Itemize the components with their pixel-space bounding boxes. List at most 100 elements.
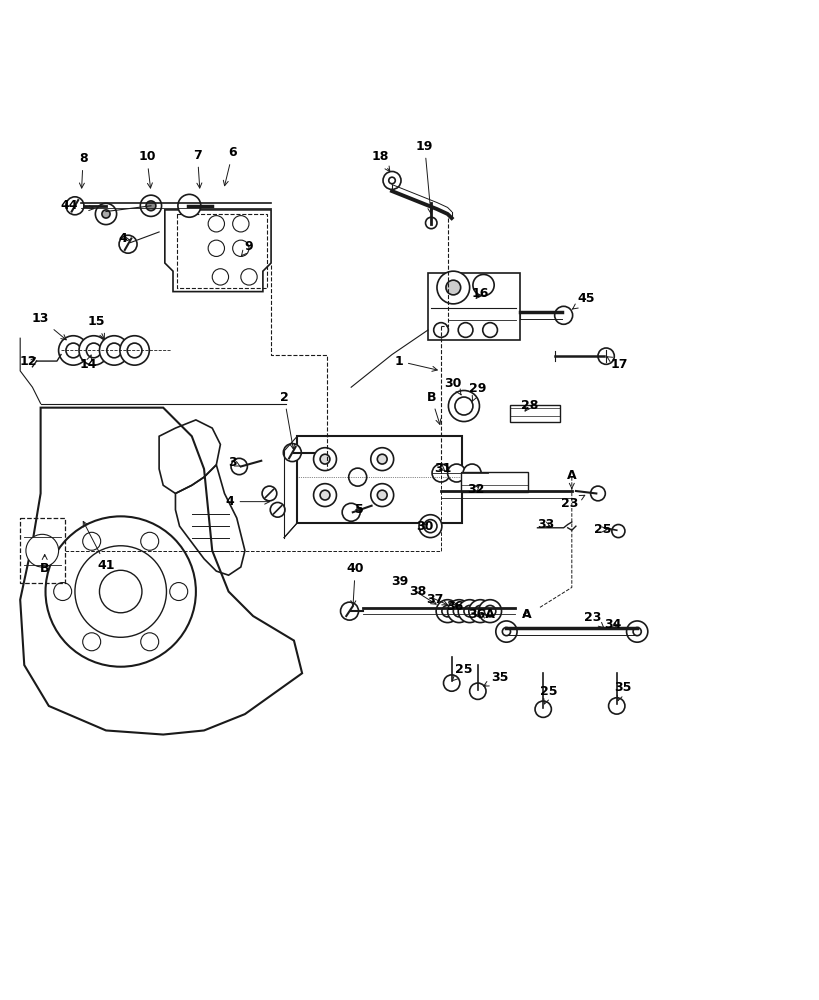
Circle shape <box>590 486 604 501</box>
Circle shape <box>554 306 572 324</box>
Text: 13: 13 <box>32 312 66 340</box>
Bar <box>461 472 528 492</box>
Circle shape <box>140 195 161 216</box>
Text: 10: 10 <box>138 150 156 188</box>
Circle shape <box>283 444 301 462</box>
Text: 34: 34 <box>604 618 621 631</box>
Circle shape <box>423 520 437 533</box>
Circle shape <box>425 217 437 229</box>
Circle shape <box>313 484 336 507</box>
Circle shape <box>120 336 149 365</box>
Circle shape <box>597 348 613 364</box>
Text: 4: 4 <box>118 232 129 245</box>
Circle shape <box>262 486 277 501</box>
Bar <box>296 436 462 523</box>
Text: 16: 16 <box>471 287 488 300</box>
Circle shape <box>469 683 486 699</box>
Circle shape <box>46 516 196 667</box>
Circle shape <box>141 532 159 550</box>
Circle shape <box>463 464 481 482</box>
Circle shape <box>106 343 121 358</box>
Text: 37: 37 <box>425 593 457 607</box>
Circle shape <box>447 600 470 623</box>
Circle shape <box>342 503 360 521</box>
Circle shape <box>99 336 129 365</box>
Circle shape <box>231 458 247 475</box>
Circle shape <box>233 216 249 232</box>
Circle shape <box>534 701 550 717</box>
Text: 9: 9 <box>242 240 253 256</box>
Circle shape <box>75 546 166 637</box>
Text: 36A: 36A <box>468 608 495 621</box>
Text: 5: 5 <box>355 503 364 516</box>
Text: 35: 35 <box>483 671 508 686</box>
Text: 38: 38 <box>409 585 447 605</box>
Text: 4: 4 <box>225 495 269 508</box>
Circle shape <box>458 323 473 337</box>
Circle shape <box>495 621 517 642</box>
Circle shape <box>66 197 84 215</box>
Text: B: B <box>426 391 441 424</box>
Circle shape <box>58 336 88 365</box>
Circle shape <box>436 600 459 623</box>
Circle shape <box>482 323 497 337</box>
Text: 25: 25 <box>452 663 472 681</box>
Circle shape <box>99 570 142 613</box>
Circle shape <box>127 343 142 358</box>
Text: 12: 12 <box>20 355 37 368</box>
Text: 32: 32 <box>466 483 483 496</box>
Circle shape <box>83 532 101 550</box>
Text: 7: 7 <box>193 149 201 188</box>
Circle shape <box>178 194 201 217</box>
Circle shape <box>388 177 395 184</box>
Circle shape <box>241 269 257 285</box>
Text: 25: 25 <box>540 685 557 704</box>
Circle shape <box>448 390 479 422</box>
Text: A: A <box>566 469 576 488</box>
Text: 28: 28 <box>520 399 537 412</box>
Circle shape <box>53 583 71 601</box>
Text: A: A <box>522 608 531 621</box>
Text: 36: 36 <box>446 600 463 613</box>
Circle shape <box>464 605 475 617</box>
Circle shape <box>212 269 229 285</box>
Text: 45: 45 <box>572 292 595 309</box>
Circle shape <box>626 621 647 642</box>
Circle shape <box>608 698 624 714</box>
Circle shape <box>377 490 387 500</box>
Circle shape <box>95 203 116 225</box>
Text: 8: 8 <box>79 152 88 188</box>
Circle shape <box>370 484 393 507</box>
Circle shape <box>208 216 224 232</box>
Text: 23: 23 <box>561 495 584 510</box>
Circle shape <box>447 464 465 482</box>
Circle shape <box>478 600 501 623</box>
Circle shape <box>611 525 624 538</box>
Circle shape <box>377 454 387 464</box>
Bar <box>509 405 559 422</box>
Circle shape <box>319 490 329 500</box>
Circle shape <box>458 600 481 623</box>
Circle shape <box>348 468 366 486</box>
Text: 33: 33 <box>536 518 554 531</box>
Text: 14: 14 <box>79 355 97 371</box>
Circle shape <box>484 605 495 617</box>
Circle shape <box>119 235 137 253</box>
Text: 17: 17 <box>606 357 627 371</box>
Text: 25: 25 <box>594 523 611 536</box>
Circle shape <box>319 454 329 464</box>
Circle shape <box>455 397 473 415</box>
Circle shape <box>432 464 450 482</box>
Text: 23: 23 <box>583 611 603 628</box>
Text: 40: 40 <box>346 562 364 606</box>
Circle shape <box>370 448 393 471</box>
Circle shape <box>443 675 459 691</box>
Circle shape <box>233 240 249 256</box>
Circle shape <box>441 605 453 617</box>
Text: 19: 19 <box>415 140 433 213</box>
Text: B: B <box>40 555 49 575</box>
Text: 18: 18 <box>371 150 389 172</box>
Circle shape <box>208 240 224 256</box>
Circle shape <box>433 323 448 337</box>
Circle shape <box>632 627 640 636</box>
